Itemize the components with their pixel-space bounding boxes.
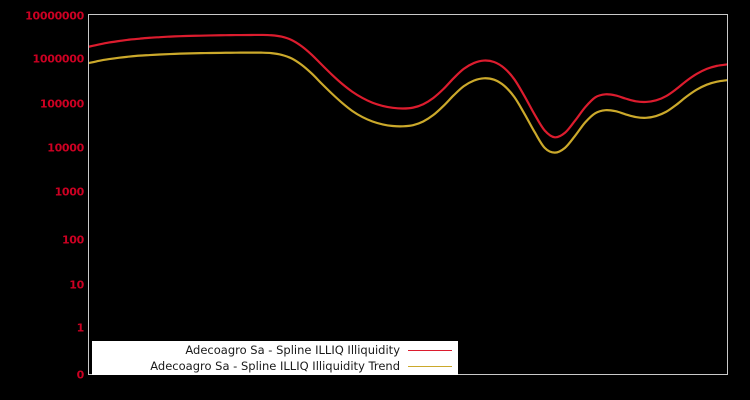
- chart-legend: Adecoagro Sa - Spline ILLIQ Illiquidity …: [92, 341, 458, 375]
- y-axis-tick-label: 100000: [39, 97, 84, 111]
- y-axis-tick-label: 1: [76, 321, 85, 335]
- y-axis-tick-label: 1000000: [32, 52, 85, 66]
- series-line: [89, 33, 727, 139]
- legend-swatch-illiquidity-trend: [408, 365, 452, 367]
- y-axis-tick-label: 10000: [47, 141, 84, 155]
- y-axis-tick-label: 100: [61, 233, 84, 247]
- plot-area: [88, 14, 728, 375]
- series-canvas: [89, 33, 727, 154]
- series-line: [89, 51, 727, 154]
- legend-swatch-illiquidity: [408, 349, 452, 351]
- legend-item-illiquidity: Adecoagro Sa - Spline ILLIQ Illiquidity: [92, 342, 458, 358]
- y-axis-tick-label: 0: [76, 368, 85, 382]
- y-axis-tick-label: 10000000: [25, 9, 84, 23]
- legend-item-illiquidity-trend: Adecoagro Sa - Spline ILLIQ Illiquidity …: [92, 358, 458, 374]
- y-axis-tick-labels: 10000000 1000000 100000 10000 1000 100 10 1 0: [0, 0, 84, 400]
- y-axis-tick-label: 1000: [54, 185, 85, 199]
- legend-label-illiquidity-trend: Adecoagro Sa - Spline ILLIQ Illiquidity …: [150, 359, 400, 373]
- legend-label-illiquidity: Adecoagro Sa - Spline ILLIQ Illiquidity: [185, 343, 400, 357]
- y-axis-tick-label: 10: [69, 278, 84, 292]
